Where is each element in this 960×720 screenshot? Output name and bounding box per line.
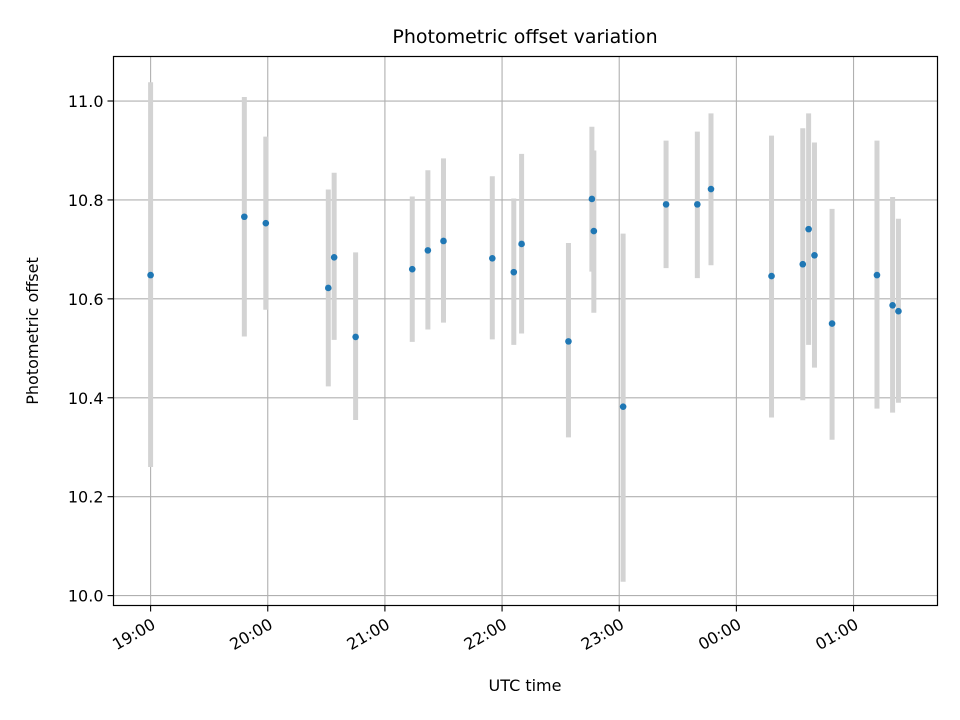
x-axis-ticks: 19:00 20:00 21:00 22:00 23:00 00:00 01:00 <box>109 605 862 654</box>
data-point <box>330 254 338 261</box>
data-point <box>799 260 807 268</box>
data-point <box>510 268 518 276</box>
data-point <box>694 201 701 208</box>
data-points <box>147 185 902 410</box>
data-point <box>811 252 818 259</box>
data-point <box>662 201 670 208</box>
data-point <box>828 320 836 327</box>
data-point <box>768 272 775 280</box>
data-point <box>440 237 447 245</box>
y-tick-label: 10.2 <box>68 488 104 507</box>
chart-title: Photometric offset variation <box>392 26 657 48</box>
grid-lines <box>113 56 938 606</box>
y-axis-label: Photometric offset <box>23 257 42 405</box>
data-point <box>241 213 248 221</box>
data-point <box>262 219 270 227</box>
data-point <box>408 265 416 273</box>
x-axis-label: UTC time <box>489 676 562 695</box>
data-point <box>590 227 598 235</box>
data-point <box>707 185 715 193</box>
y-tick-label: 10.6 <box>68 290 104 309</box>
data-point <box>889 301 896 309</box>
plot-frame <box>112 55 939 607</box>
data-point <box>424 247 432 254</box>
data-point <box>147 271 154 279</box>
data-point <box>588 195 596 203</box>
data-point <box>805 225 812 233</box>
data-point <box>565 338 572 345</box>
y-tick-label: 10.0 <box>68 587 104 606</box>
y-tick-label: 10.4 <box>68 389 104 408</box>
data-point <box>619 403 627 410</box>
data-point <box>873 271 881 279</box>
data-point <box>518 240 525 248</box>
data-point <box>352 333 359 341</box>
y-axis-ticks: 10.0 10.2 10.4 10.6 10.8 11.0 <box>68 92 114 606</box>
y-tick-label: 11.0 <box>68 92 104 111</box>
data-point <box>489 254 496 262</box>
y-tick-label: 10.8 <box>68 191 104 210</box>
data-point <box>895 307 902 315</box>
data-point <box>324 284 332 292</box>
